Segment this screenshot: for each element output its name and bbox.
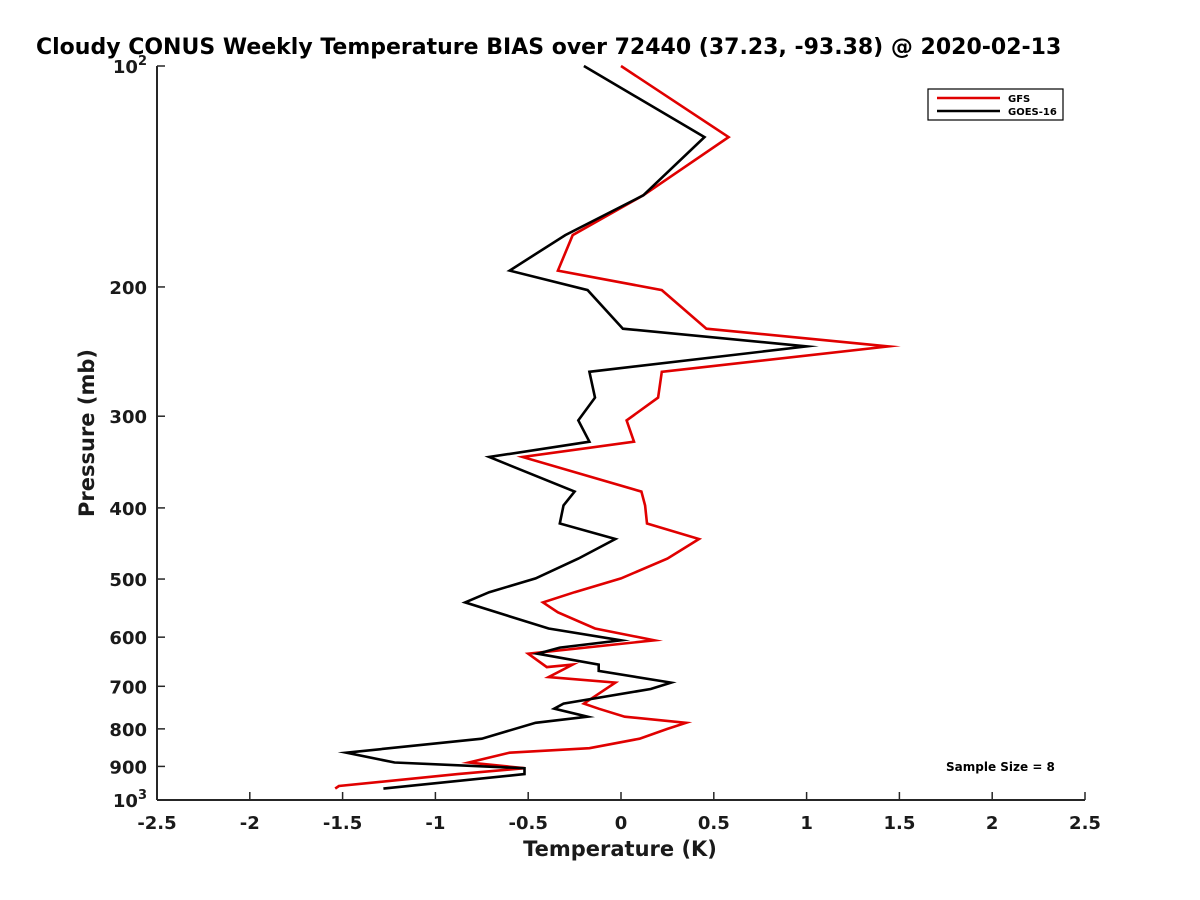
- legend: GFS GOES-16: [927, 88, 1064, 121]
- y-tick-label: 900: [109, 757, 147, 778]
- series-line-goes-16: [337, 64, 819, 790]
- y-tick-base: 10: [113, 791, 138, 812]
- x-tick-label: 0.5: [698, 813, 730, 834]
- x-tick-label: -1.5: [323, 813, 362, 834]
- legend-label: GOES-16: [1008, 107, 1057, 118]
- x-tick-label: 0: [615, 813, 628, 834]
- legend-box: [927, 88, 1064, 121]
- x-tick-label: -0.5: [509, 813, 548, 834]
- y-tick-label: 200: [109, 278, 147, 299]
- y-tick-label: 500: [109, 570, 147, 591]
- y-tick-base: 10: [113, 57, 138, 78]
- y-tick-label: 800: [109, 720, 147, 741]
- x-tick-label: -1: [425, 813, 445, 834]
- y-tick-label: 102: [113, 54, 147, 78]
- y-tick-label: 600: [109, 628, 147, 649]
- x-tick-label: -2: [240, 813, 260, 834]
- y-axis-label: Pressure (mb): [75, 349, 99, 517]
- series-line-gfs: [334, 64, 901, 790]
- x-tick-label: 2: [986, 813, 999, 834]
- series-lines: [334, 64, 901, 790]
- x-tick-label: 1.5: [883, 813, 915, 834]
- x-tick-label: 2.5: [1069, 813, 1101, 834]
- y-tick-label: 103: [113, 788, 147, 812]
- legend-label: GFS: [1008, 94, 1030, 105]
- y-tick-label: 300: [109, 407, 147, 428]
- x-tick-label: -2.5: [137, 813, 176, 834]
- chart-title: Cloudy CONUS Weekly Temperature BIAS ove…: [36, 35, 1061, 60]
- y-tick-label: 400: [109, 499, 147, 520]
- x-axis-label: Temperature (K): [523, 837, 717, 861]
- x-axis-ticks: -2.5 -2 -1.5 -1 -0.5 0 0.5 1 1.5 2 2.5: [137, 792, 1101, 834]
- y-tick-exponent: 3: [138, 788, 147, 803]
- x-tick-label: 1: [800, 813, 813, 834]
- y-tick-label: 700: [109, 677, 147, 698]
- sample-size-annotation: Sample Size = 8: [946, 760, 1055, 774]
- y-tick-exponent: 2: [138, 54, 147, 69]
